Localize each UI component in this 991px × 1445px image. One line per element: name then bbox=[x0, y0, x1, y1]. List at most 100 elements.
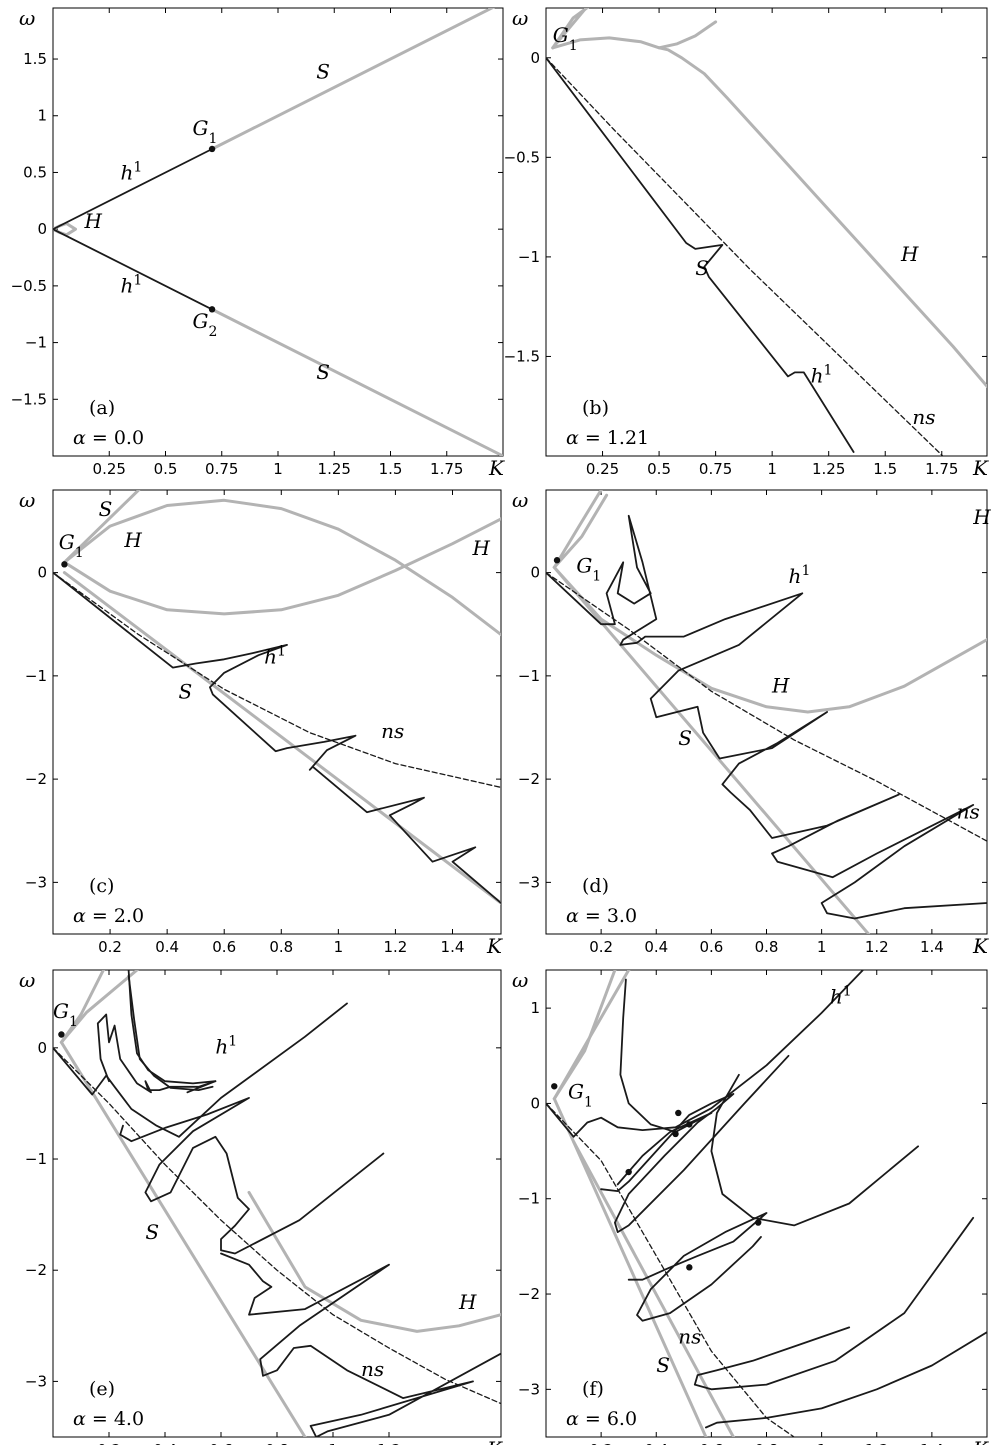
alpha-label: α = 4.0 bbox=[73, 1408, 144, 1430]
series-line-H bbox=[551, 20, 718, 50]
annotation-G2: G2 bbox=[193, 309, 218, 340]
series-line-h1 bbox=[119, 1097, 385, 1255]
y-tick-label: 0 bbox=[37, 564, 47, 582]
point-marker bbox=[208, 145, 216, 153]
annotation-S: S bbox=[145, 1220, 159, 1244]
y-tick-label: −0.5 bbox=[504, 148, 540, 166]
series-group bbox=[546, 970, 987, 1437]
plot-frame bbox=[52, 489, 502, 935]
y-tick-label: −2 bbox=[518, 1285, 540, 1303]
y-tick-label: 1 bbox=[37, 107, 47, 125]
x-tick-label: 1.4 bbox=[441, 938, 465, 956]
y-tick-label: −1 bbox=[25, 667, 47, 685]
series-line-H bbox=[657, 46, 987, 388]
x-tick-label: 1.4 bbox=[920, 1441, 944, 1445]
x-tick-label: 1 bbox=[817, 1441, 827, 1445]
x-tick-label: 1.4 bbox=[920, 938, 944, 956]
series-line-h1 bbox=[220, 1252, 501, 1437]
annotation-H: H bbox=[972, 505, 991, 529]
y-tick-label: −1.5 bbox=[504, 347, 540, 365]
y-tick-label: −3 bbox=[25, 873, 47, 891]
y-axis-label: ω bbox=[19, 488, 35, 512]
series-line-h1 bbox=[705, 1331, 987, 1429]
series-line-H bbox=[247, 1190, 501, 1333]
annotation-S: S bbox=[99, 497, 113, 521]
x-tick-label: 0.8 bbox=[755, 1441, 779, 1445]
series-line-S bbox=[210, 307, 503, 456]
annotation-S: S bbox=[316, 360, 330, 384]
series-line-h1 bbox=[53, 148, 214, 231]
series-line-h1 bbox=[546, 970, 864, 1138]
annotation-h1: h1 bbox=[830, 983, 852, 1008]
x-tick-label: 0.5 bbox=[154, 460, 178, 478]
point-marker bbox=[58, 1031, 65, 1038]
point-marker bbox=[551, 1083, 558, 1090]
y-axis-label: ω bbox=[512, 488, 528, 512]
x-tick-label: 0.8 bbox=[269, 938, 293, 956]
series-line-S bbox=[62, 571, 501, 905]
series-line-ns bbox=[53, 571, 501, 789]
x-tick-label: 0.75 bbox=[205, 460, 238, 478]
y-tick-label: 0 bbox=[37, 220, 47, 238]
x-tick-label: 0.8 bbox=[755, 938, 779, 956]
y-tick-label: −2 bbox=[25, 770, 47, 788]
point-marker bbox=[675, 1109, 682, 1117]
y-tick-label: 0.5 bbox=[23, 163, 47, 181]
y-axis-label: ω bbox=[19, 6, 35, 30]
series-line-S bbox=[552, 970, 617, 1101]
x-tick-label: 0.2 bbox=[589, 938, 613, 956]
series-line-h1 bbox=[127, 974, 214, 1091]
annotation-G1: G1 bbox=[576, 554, 601, 585]
y-tick-label: −1 bbox=[25, 1150, 47, 1168]
series-line-ns bbox=[546, 571, 987, 842]
panel-label: (c) bbox=[89, 875, 114, 897]
plot-frame bbox=[545, 489, 988, 935]
alpha-label: α = 0.0 bbox=[73, 427, 144, 449]
x-tick-label: 0.75 bbox=[699, 460, 732, 478]
series-line-h1 bbox=[627, 1212, 768, 1322]
annotation-S: S bbox=[695, 256, 709, 280]
point-marker bbox=[61, 561, 68, 568]
x-tick-label: 1.25 bbox=[812, 460, 845, 478]
x-tick-label: 0.4 bbox=[644, 1441, 668, 1445]
annotation-h1: h1 bbox=[811, 362, 833, 387]
series-group bbox=[546, 8, 987, 456]
point-marker bbox=[672, 1130, 679, 1138]
series-line-H bbox=[62, 498, 501, 637]
annotation-H: H bbox=[771, 673, 790, 697]
y-tick-label: −0.5 bbox=[11, 277, 47, 295]
series-line-h1 bbox=[96, 1013, 217, 1094]
series-line-h1 bbox=[53, 571, 501, 904]
series-group bbox=[53, 970, 501, 1437]
point-marker bbox=[686, 1264, 693, 1271]
annotation-G1: G1 bbox=[193, 116, 218, 147]
series-line-h1 bbox=[693, 1216, 975, 1391]
point-marker bbox=[208, 306, 216, 313]
alpha-label: α = 1.21 bbox=[566, 427, 649, 449]
series-line-h1 bbox=[616, 978, 713, 1186]
panel-label: (f) bbox=[582, 1378, 604, 1400]
x-tick-label: 1.2 bbox=[383, 938, 407, 956]
x-tick-label: 1.5 bbox=[873, 460, 897, 478]
y-tick-label: 0 bbox=[530, 564, 540, 582]
x-axis-label: K bbox=[488, 456, 505, 480]
x-tick-label: 1.25 bbox=[318, 460, 351, 478]
annotation-ns: ns bbox=[381, 719, 404, 743]
plot-frame bbox=[545, 7, 988, 457]
series-line-S bbox=[62, 490, 141, 564]
x-tick-label: 0.2 bbox=[97, 1441, 121, 1445]
y-tick-label: −2 bbox=[518, 770, 540, 788]
panel-1: 0.25 0.5 0.75 1 1.25 1.5 1.75 0 −0.5 −1 −1.5 Kω G1 H S… bbox=[504, 6, 989, 480]
panel-label: (b) bbox=[582, 397, 609, 419]
panel-label: (e) bbox=[89, 1378, 115, 1400]
x-axis-label: K bbox=[972, 1437, 989, 1445]
y-tick-label: 0 bbox=[530, 1094, 540, 1112]
y-tick-label: −1 bbox=[518, 1190, 540, 1208]
point-marker bbox=[625, 1168, 632, 1176]
series-line-h1 bbox=[127, 970, 217, 1085]
series-line-S bbox=[59, 970, 139, 1044]
x-tick-label: 0.5 bbox=[647, 460, 671, 478]
y-tick-label: 1.5 bbox=[23, 50, 47, 68]
x-tick-label: 1 bbox=[334, 938, 344, 956]
